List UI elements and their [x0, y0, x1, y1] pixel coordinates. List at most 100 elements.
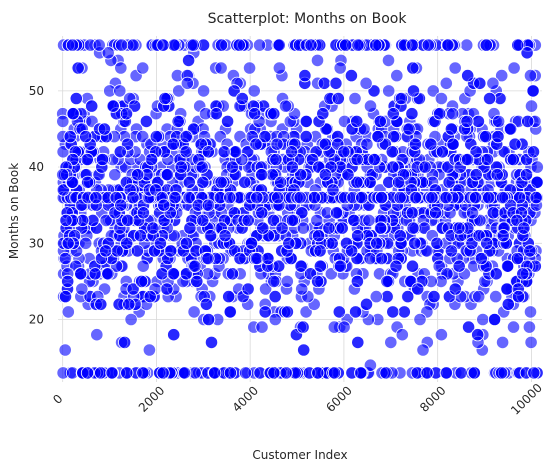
data-point — [501, 297, 515, 311]
data-point — [310, 274, 325, 288]
data-point — [362, 213, 376, 227]
data-point — [373, 221, 388, 235]
x-tick-label: 0 — [50, 392, 65, 407]
data-point — [386, 160, 400, 174]
data-point — [56, 168, 70, 182]
data-point — [393, 229, 407, 243]
data-point — [217, 145, 231, 159]
data-point — [363, 358, 377, 372]
data-point — [511, 38, 525, 52]
data-point — [106, 99, 120, 113]
data-points — [56, 38, 544, 380]
data-point — [479, 38, 493, 52]
data-point — [405, 38, 419, 52]
data-point — [510, 251, 525, 266]
data-point — [406, 221, 420, 235]
data-point — [297, 343, 311, 357]
data-point — [172, 84, 186, 98]
data-point — [337, 320, 351, 334]
data-point — [156, 38, 170, 52]
data-point — [434, 91, 448, 106]
data-point — [344, 244, 359, 258]
data-point — [136, 259, 150, 273]
data-point — [61, 274, 75, 288]
data-point — [418, 160, 432, 174]
data-point — [258, 282, 273, 296]
data-point — [526, 145, 541, 159]
data-point — [408, 137, 422, 151]
data-point — [284, 145, 299, 159]
data-point — [439, 76, 453, 90]
data-point — [280, 305, 294, 319]
data-point — [90, 328, 104, 342]
data-point — [530, 175, 544, 189]
data-point — [278, 99, 293, 113]
data-point — [371, 130, 385, 144]
data-point — [381, 53, 396, 68]
data-point — [209, 107, 223, 121]
data-point — [296, 320, 310, 334]
data-point — [258, 305, 272, 319]
data-point — [379, 366, 393, 380]
data-point — [214, 38, 229, 52]
data-point — [225, 160, 240, 174]
data-point — [408, 191, 423, 205]
data-point — [136, 130, 150, 144]
data-point — [146, 221, 160, 235]
data-point — [426, 84, 440, 98]
data-point — [405, 206, 419, 220]
x-tick-label: 10000 — [508, 381, 545, 418]
data-point — [61, 236, 75, 250]
data-point — [465, 206, 480, 220]
data-point — [523, 244, 537, 258]
data-point — [232, 38, 246, 52]
data-point — [424, 137, 438, 151]
data-point — [201, 145, 215, 159]
data-point — [325, 236, 339, 250]
data-point — [313, 259, 327, 273]
data-point — [66, 107, 80, 121]
chart-title: Scatterplot: Months on Book — [208, 11, 408, 27]
data-point — [527, 366, 541, 380]
data-point — [58, 251, 73, 266]
data-point — [97, 122, 112, 136]
data-point — [520, 46, 534, 60]
data-point — [58, 289, 73, 304]
data-point — [304, 38, 318, 52]
data-point — [523, 69, 538, 83]
data-point — [347, 213, 361, 227]
data-point — [526, 84, 540, 98]
data-point — [355, 191, 369, 205]
data-point — [454, 366, 468, 380]
data-point — [469, 145, 483, 159]
data-point — [471, 114, 485, 129]
data-point — [250, 191, 264, 205]
data-point — [65, 175, 80, 189]
data-point — [389, 259, 403, 273]
data-point — [158, 91, 172, 106]
data-point — [65, 38, 80, 52]
data-point — [275, 221, 289, 235]
data-point — [480, 152, 494, 167]
data-point — [222, 289, 236, 304]
data-point — [441, 38, 455, 52]
data-point — [252, 38, 267, 52]
data-point — [311, 366, 325, 380]
data-point — [279, 366, 293, 380]
data-point — [446, 137, 460, 151]
data-point — [136, 366, 150, 380]
data-point — [344, 69, 358, 83]
data-point — [384, 335, 398, 349]
data-point — [472, 289, 486, 304]
data-point — [393, 191, 407, 205]
data-point — [179, 236, 193, 250]
data-point — [359, 76, 373, 90]
data-point — [101, 46, 115, 60]
data-point — [268, 289, 282, 304]
data-point — [119, 107, 134, 121]
data-point — [122, 297, 136, 311]
data-point — [142, 343, 156, 357]
data-point — [295, 282, 309, 296]
data-point — [367, 84, 381, 98]
data-point — [523, 305, 538, 319]
